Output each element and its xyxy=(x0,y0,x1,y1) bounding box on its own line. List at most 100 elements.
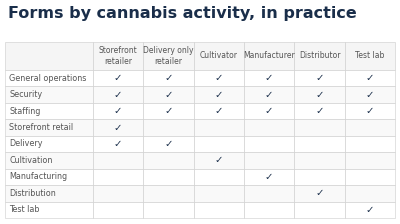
Text: ✓: ✓ xyxy=(366,106,374,116)
Bar xyxy=(194,185,244,202)
Bar xyxy=(93,70,143,86)
Bar xyxy=(244,86,294,103)
Bar xyxy=(143,103,194,119)
Text: ✓: ✓ xyxy=(114,123,122,133)
Bar xyxy=(5,70,93,86)
Bar xyxy=(345,103,395,119)
Bar xyxy=(345,70,395,86)
Bar xyxy=(143,169,194,185)
Bar xyxy=(194,103,244,119)
Text: ✓: ✓ xyxy=(114,106,122,116)
Bar xyxy=(345,185,395,202)
Bar xyxy=(143,42,194,70)
Bar xyxy=(294,70,345,86)
Text: Test lab: Test lab xyxy=(9,205,40,214)
Bar xyxy=(5,169,93,185)
Bar xyxy=(93,152,143,169)
Bar xyxy=(345,86,395,103)
Bar xyxy=(194,86,244,103)
Text: Cultivation: Cultivation xyxy=(9,156,52,165)
Bar xyxy=(5,202,93,218)
Bar xyxy=(294,202,345,218)
Text: ✓: ✓ xyxy=(214,106,223,116)
Text: ✓: ✓ xyxy=(315,90,324,100)
Bar xyxy=(345,42,395,70)
Bar xyxy=(294,185,345,202)
Bar xyxy=(194,136,244,152)
Bar xyxy=(244,42,294,70)
Bar xyxy=(5,42,93,70)
Bar xyxy=(294,136,345,152)
Text: ✓: ✓ xyxy=(114,139,122,149)
Text: ✓: ✓ xyxy=(114,73,122,83)
Bar xyxy=(194,152,244,169)
Text: ✓: ✓ xyxy=(164,139,173,149)
Bar xyxy=(194,202,244,218)
Bar xyxy=(93,202,143,218)
Text: Cultivator: Cultivator xyxy=(200,52,238,60)
Bar xyxy=(244,152,294,169)
Bar xyxy=(244,136,294,152)
Bar xyxy=(93,136,143,152)
Bar xyxy=(143,202,194,218)
Bar xyxy=(143,136,194,152)
Text: Distributor: Distributor xyxy=(299,52,340,60)
Bar xyxy=(294,169,345,185)
Bar xyxy=(93,119,143,136)
Text: ✓: ✓ xyxy=(265,106,274,116)
Bar xyxy=(345,169,395,185)
Text: Distribution: Distribution xyxy=(9,189,56,198)
Text: ✓: ✓ xyxy=(214,73,223,83)
Bar xyxy=(294,152,345,169)
Bar xyxy=(93,42,143,70)
Text: ✓: ✓ xyxy=(214,155,223,166)
Text: ✓: ✓ xyxy=(114,90,122,100)
Bar xyxy=(244,169,294,185)
Bar xyxy=(5,185,93,202)
Bar xyxy=(143,119,194,136)
Bar xyxy=(5,86,93,103)
Bar xyxy=(143,70,194,86)
Bar xyxy=(244,202,294,218)
Bar xyxy=(5,119,93,136)
Text: ✓: ✓ xyxy=(164,106,173,116)
Bar xyxy=(143,152,194,169)
Bar xyxy=(194,169,244,185)
Bar xyxy=(294,86,345,103)
Text: ✓: ✓ xyxy=(214,90,223,100)
Text: ✓: ✓ xyxy=(315,106,324,116)
Text: Storefront retail: Storefront retail xyxy=(9,123,73,132)
Bar xyxy=(93,103,143,119)
Text: Manufacturing: Manufacturing xyxy=(9,172,67,181)
Bar xyxy=(244,103,294,119)
Bar xyxy=(143,86,194,103)
Bar xyxy=(5,136,93,152)
Text: ✓: ✓ xyxy=(164,90,173,100)
Text: ✓: ✓ xyxy=(164,73,173,83)
Bar xyxy=(194,70,244,86)
Bar xyxy=(5,103,93,119)
Bar xyxy=(194,119,244,136)
Bar xyxy=(194,42,244,70)
Text: Delivery: Delivery xyxy=(9,140,42,149)
Bar xyxy=(345,119,395,136)
Bar xyxy=(143,185,194,202)
Bar xyxy=(93,169,143,185)
Text: ✓: ✓ xyxy=(265,172,274,182)
Bar xyxy=(294,103,345,119)
Text: ✓: ✓ xyxy=(366,90,374,100)
Text: Test lab: Test lab xyxy=(355,52,384,60)
Text: Staffing: Staffing xyxy=(9,107,40,116)
Bar xyxy=(244,119,294,136)
Bar xyxy=(244,70,294,86)
Text: Delivery only
retailer: Delivery only retailer xyxy=(143,46,194,66)
Bar xyxy=(93,185,143,202)
Bar xyxy=(294,42,345,70)
Text: Forms by cannabis activity, in practice: Forms by cannabis activity, in practice xyxy=(8,6,357,21)
Bar xyxy=(5,152,93,169)
Text: General operations: General operations xyxy=(9,74,86,83)
Text: ✓: ✓ xyxy=(315,73,324,83)
Bar xyxy=(345,152,395,169)
Bar xyxy=(345,136,395,152)
Bar xyxy=(244,185,294,202)
